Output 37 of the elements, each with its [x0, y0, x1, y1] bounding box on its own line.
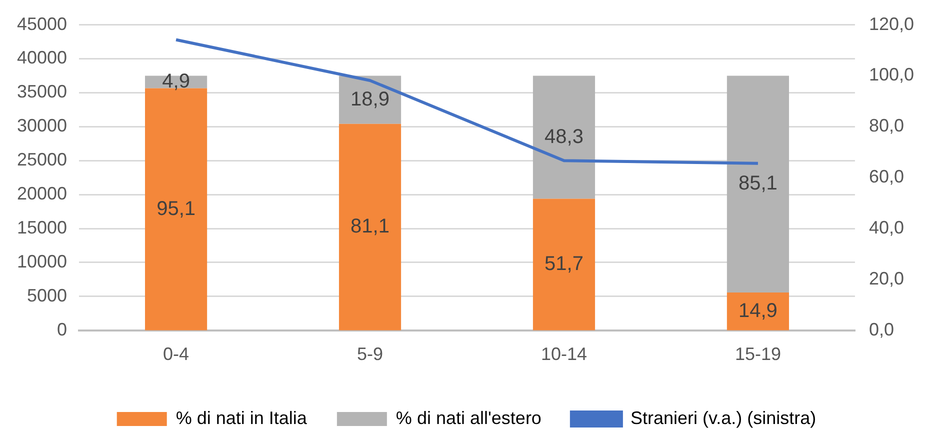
legend-label: % di nati all'estero [396, 408, 542, 428]
y2-tick-label: 120,0 [868, 14, 914, 34]
bar [726, 292, 790, 330]
y-tick-label: 20000 [16, 184, 68, 204]
bar [726, 76, 790, 292]
data-label: 85,1 [738, 172, 778, 195]
y-tick-label: 45000 [16, 14, 68, 34]
y-tick-label: 10000 [16, 251, 68, 272]
bar [532, 198, 596, 330]
x-tick-label: 15-19 [734, 344, 781, 364]
x-tick-label: 0-4 [163, 344, 190, 364]
data-label: 95,1 [156, 198, 196, 220]
bar [338, 124, 402, 330]
data-label: 81,1 [350, 216, 390, 238]
data-label: 18,9 [350, 88, 390, 110]
y-tick-label: 40000 [16, 48, 68, 68]
y2-tick-label: 60,0 [868, 166, 904, 187]
y-tick-label: 0 [57, 319, 68, 340]
legend-label: Stranieri (v.a.) (sinistra) [630, 408, 816, 428]
y-tick-label: 5000 [27, 285, 68, 306]
y2-tick-label: 100,0 [868, 64, 914, 85]
legend-label: % di nati in Italia [176, 408, 308, 428]
bar [532, 76, 596, 199]
y-tick-label: 30000 [16, 116, 68, 136]
y-tick-label: 35000 [16, 82, 68, 102]
data-label: 14,9 [738, 300, 778, 322]
y2-tick-label: 40,0 [868, 218, 904, 238]
y2-tick-label: 80,0 [868, 116, 904, 136]
y-tick-label: 25000 [16, 150, 68, 170]
data-label: 4,9 [162, 70, 190, 92]
x-tick-label: 10-14 [540, 344, 588, 364]
y2-tick-label: 0,0 [868, 319, 894, 340]
y-tick-label: 15000 [16, 218, 68, 238]
data-label: 48,3 [544, 126, 584, 148]
data-label: 51,7 [544, 253, 584, 276]
y2-tick-label: 20,0 [868, 268, 904, 288]
x-tick-label: 5-9 [357, 344, 384, 364]
